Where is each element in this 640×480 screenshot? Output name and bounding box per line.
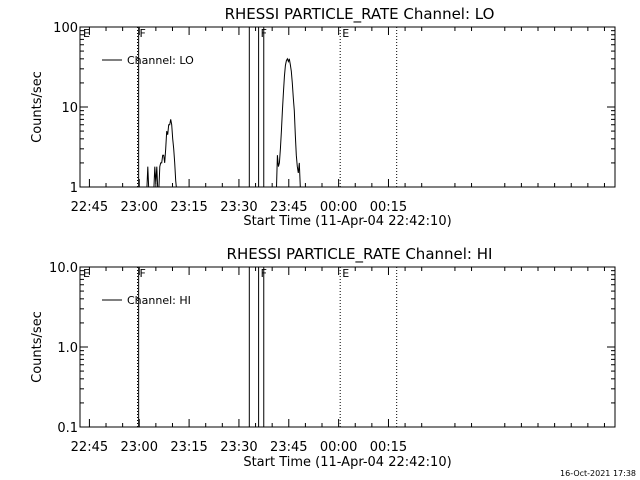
x-tick-label: 23:45: [270, 440, 307, 455]
series-line-segment: [276, 57, 301, 187]
chart-title: RHESSI PARTICLE_RATE Channel: HI: [227, 245, 493, 264]
x-tick-label: 00:00: [320, 440, 357, 455]
x-tick-label: 00:15: [370, 440, 407, 455]
event-marker-label: E: [83, 267, 90, 280]
series-line-segment: [158, 119, 177, 187]
event-marker-label: E: [83, 27, 90, 40]
event-marker-label: E: [342, 267, 349, 280]
x-tick-label: 23:00: [121, 200, 158, 215]
chart-title: RHESSI PARTICLE_RATE Channel: LO: [225, 5, 495, 24]
x-axis-label: Start Time (11-Apr-04 22:42:10): [243, 455, 451, 470]
y-axis-label: Counts/sec: [30, 71, 45, 143]
footer-timestamp: 16-Oct-2021 17:38: [560, 469, 636, 478]
x-tick-label: 22:45: [71, 440, 108, 455]
y-tick-label: 1: [70, 181, 78, 196]
event-marker-label: F: [139, 267, 145, 280]
x-tick-label: 23:30: [220, 440, 257, 455]
x-tick-label: 23:15: [170, 440, 207, 455]
x-tick-label: 23:45: [270, 200, 307, 215]
legend-label: Channel: HI: [127, 294, 191, 307]
x-axis-label: Start Time (11-Apr-04 22:42:10): [243, 214, 451, 229]
y-tick-label: 1.0: [57, 341, 78, 356]
y-axis-label: Counts/sec: [30, 311, 45, 383]
x-tick-label: 23:15: [170, 200, 207, 215]
legend-label: Channel: LO: [127, 54, 194, 67]
series-line-segment: [146, 166, 150, 187]
event-marker-label: E: [342, 27, 349, 40]
x-tick-label: 00:15: [370, 200, 407, 215]
x-tick-label: 00:00: [320, 200, 357, 215]
x-tick-label: 23:00: [121, 440, 158, 455]
series-line-segment: [153, 166, 159, 187]
y-tick-label: 10: [61, 101, 78, 116]
y-tick-label: 100: [53, 21, 78, 36]
x-tick-label: 23:30: [220, 200, 257, 215]
y-tick-label: 0.1: [57, 421, 78, 436]
event-marker-label: F: [139, 27, 145, 40]
x-tick-label: 22:45: [71, 200, 108, 215]
y-tick-label: 10.0: [49, 261, 78, 276]
